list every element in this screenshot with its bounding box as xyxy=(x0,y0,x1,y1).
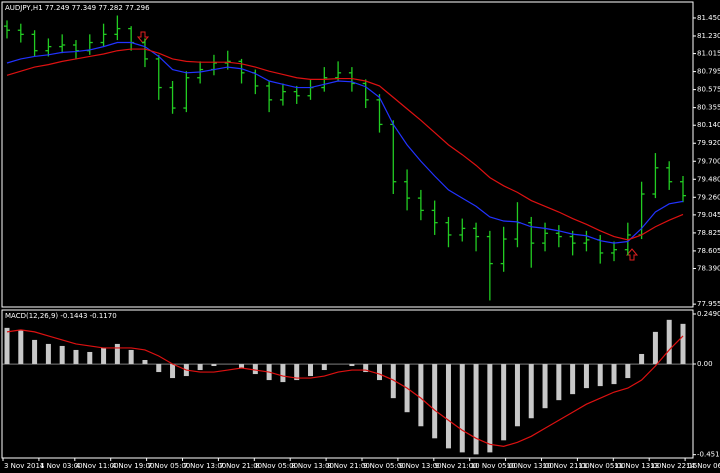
histogram-bar xyxy=(18,329,24,365)
histogram-bar xyxy=(556,364,562,401)
buy-arrow xyxy=(625,248,639,261)
x-tick-label: 11 Nov 13:00 xyxy=(614,462,661,470)
price-panel-frame xyxy=(1,1,694,308)
x-tick-label: 7 Nov 05:00 xyxy=(148,462,191,470)
y-tick-label: 79.045 xyxy=(697,211,720,219)
x-tick-label: 11 Nov 05:00 xyxy=(578,462,625,470)
chart-title: AUDJPY,H1 77.249 77.349 77.282 77.296 xyxy=(5,4,150,12)
histogram-bar xyxy=(170,364,176,379)
y-tick-label: 78.825 xyxy=(697,229,720,237)
y-tick-label: 77.955 xyxy=(697,300,720,308)
histogram-bar xyxy=(583,364,589,389)
y-tick-label: 78.605 xyxy=(697,247,720,255)
x-tick-label: 8 Nov 05:00 xyxy=(255,462,298,470)
macd-title: MACD(12,26,9) -0.1443 -0.1170 xyxy=(5,312,117,320)
histogram-bar xyxy=(459,364,465,453)
x-tick-label: 9 Nov 05:00 xyxy=(363,462,406,470)
histogram-bar xyxy=(280,364,286,383)
indicator-line xyxy=(6,41,684,244)
y-tick-label: -0.4514 xyxy=(697,451,720,459)
y-tick-label: 78.390 xyxy=(697,265,720,273)
x-tick-label: 4 Nov 19:00 xyxy=(112,462,155,470)
histogram-bar xyxy=(211,364,217,367)
histogram-bar xyxy=(101,347,107,365)
histogram-bar xyxy=(666,319,672,365)
histogram-bar xyxy=(128,349,134,365)
x-tick-label: 3 Nov 2011 xyxy=(4,462,44,470)
histogram-bar xyxy=(445,364,451,449)
x-tick-label: 8 Nov 13:00 xyxy=(291,462,334,470)
histogram-bar xyxy=(652,331,658,365)
histogram-bar xyxy=(570,364,576,395)
x-tick-label: 8 Nov 21:00 xyxy=(327,462,370,470)
y-tick-label: 81.450 xyxy=(697,14,720,22)
x-tick-label: 10 Nov 13:00 xyxy=(507,462,554,470)
histogram-bar xyxy=(45,343,51,365)
histogram-bar xyxy=(528,364,534,419)
indicator-line xyxy=(6,329,684,447)
y-tick-label: 0.00 xyxy=(697,360,713,368)
y-tick-label: 79.920 xyxy=(697,139,720,147)
y-tick-label: 80.795 xyxy=(697,68,720,76)
histogram-bar xyxy=(376,364,382,381)
histogram-bar xyxy=(597,364,603,387)
y-tick-label: 81.230 xyxy=(697,32,720,40)
x-tick-label: 13 Nov 22:15 xyxy=(650,462,697,470)
histogram-bar xyxy=(363,364,369,373)
y-tick-label: 80.355 xyxy=(697,104,720,112)
histogram-bar xyxy=(514,364,520,427)
histogram-bar xyxy=(611,364,617,385)
histogram-bar xyxy=(4,327,10,365)
histogram-bar xyxy=(142,359,148,365)
histogram-bar xyxy=(349,364,355,367)
indicator-line xyxy=(6,48,684,241)
histogram-bar xyxy=(308,364,314,377)
histogram-bar xyxy=(418,364,424,427)
histogram-bar xyxy=(239,364,245,369)
histogram-bar xyxy=(390,364,396,399)
histogram-bar xyxy=(114,343,120,365)
x-tick-label: 4 Nov 03:00 xyxy=(40,462,83,470)
x-tick-label: 10 Nov 21:00 xyxy=(543,462,590,470)
histogram-bar xyxy=(59,345,65,365)
x-tick-label: 9 Nov 13:00 xyxy=(399,462,442,470)
histogram-bar xyxy=(625,364,631,379)
y-tick-label: 79.480 xyxy=(697,175,720,183)
histogram-bar xyxy=(473,364,479,455)
histogram-bar xyxy=(432,364,438,439)
histogram-bar xyxy=(197,364,203,371)
histogram-bar xyxy=(87,351,93,365)
sell-arrow xyxy=(136,31,150,44)
x-tick-label: 10 Nov 05:00 xyxy=(471,462,518,470)
histogram-bar xyxy=(156,364,162,373)
histogram-bar xyxy=(542,364,548,409)
y-tick-label: 80.140 xyxy=(697,121,720,129)
histogram-bar xyxy=(321,364,327,371)
x-tick-label: 9 Nov 21:00 xyxy=(435,462,478,470)
histogram-bar xyxy=(487,364,493,453)
x-tick-label: 7 Nov 21:00 xyxy=(219,462,262,470)
x-tick-label: 7 Nov 13:00 xyxy=(184,462,227,470)
macd-panel-frame xyxy=(1,309,694,459)
histogram-bar xyxy=(680,323,686,365)
y-tick-label: 81.015 xyxy=(697,50,720,58)
histogram-bar xyxy=(73,349,79,365)
histogram-bar xyxy=(294,364,300,381)
y-tick-label: 0.2490 xyxy=(697,310,720,318)
y-tick-label: 79.260 xyxy=(697,193,720,201)
x-tick-label: 4 Nov 11:00 xyxy=(76,462,119,470)
histogram-bar xyxy=(501,364,507,441)
histogram-bar xyxy=(252,364,258,375)
y-tick-label: 80.575 xyxy=(697,86,720,94)
histogram-bar xyxy=(639,353,645,365)
histogram-bar xyxy=(32,339,38,365)
x-tick-label: 14 Nov 06 xyxy=(686,462,720,470)
y-tick-label: 79.700 xyxy=(697,157,720,165)
